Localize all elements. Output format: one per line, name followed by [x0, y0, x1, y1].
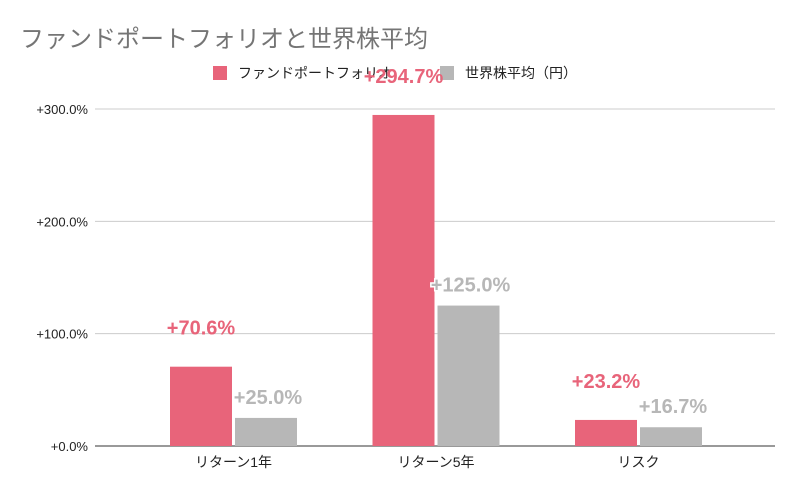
data-label: +16.7%	[639, 396, 708, 418]
bar-fund	[170, 366, 232, 446]
data-label: +25.0%	[234, 387, 303, 409]
data-label: +125.0%	[431, 275, 511, 297]
chart-title: ファンドポートフォリオと世界株平均	[20, 26, 428, 53]
y-tick-label: +0.0%	[51, 439, 89, 454]
bar-world	[437, 305, 500, 446]
legend-swatch	[213, 66, 227, 80]
legend-swatch	[440, 66, 454, 80]
x-tick-label: リターン1年	[195, 454, 272, 470]
legend: ファンドポートフォリオ 世界株平均（円）	[213, 65, 577, 81]
gridlines: +0.0% +100.0% +200.0% +300.0%	[36, 102, 775, 454]
data-label: +23.2%	[572, 371, 641, 393]
category-labels: リターン1年 リターン5年 リスク	[195, 454, 660, 470]
x-tick-label: リスク	[618, 454, 660, 470]
bar-fund	[575, 419, 637, 446]
y-tick-label: +300.0%	[36, 102, 88, 117]
bar-world	[235, 417, 297, 446]
bar-fund	[372, 114, 435, 446]
legend-label: ファンドポートフォリオ	[238, 65, 392, 81]
y-tick-label: +200.0%	[36, 214, 88, 229]
data-label: +294.7%	[364, 66, 444, 88]
data-labels: +70.6% +25.0% +294.7% +125.0% +23.2% +16.7%	[167, 66, 709, 420]
bars	[170, 114, 702, 446]
bar-world	[640, 427, 702, 446]
y-tick-label: +100.0%	[36, 327, 88, 342]
data-label: +70.6%	[167, 318, 236, 340]
legend-label: 世界株平均（円）	[465, 65, 577, 81]
x-tick-label: リターン5年	[397, 454, 474, 470]
